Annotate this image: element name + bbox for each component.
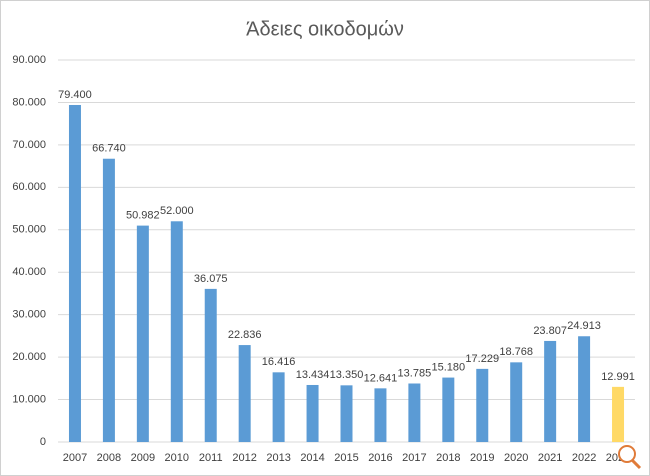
bar <box>204 288 217 442</box>
chart-title: Άδειες οικοδομών <box>246 18 404 40</box>
y-tick-label: 80.000 <box>12 96 46 108</box>
y-tick-label: 50.000 <box>12 224 46 236</box>
x-tick-label: 2016 <box>368 452 392 464</box>
value-label: 79.400 <box>58 89 92 101</box>
value-label: 16.416 <box>262 356 296 368</box>
value-label: 23.807 <box>533 325 567 337</box>
x-tick-label: 2009 <box>131 452 155 464</box>
value-label: 22.836 <box>228 329 262 341</box>
y-tick-label: 90.000 <box>12 54 46 66</box>
value-label: 52.000 <box>160 205 194 217</box>
y-tick-label: 40.000 <box>12 266 46 278</box>
value-label: 50.982 <box>126 210 160 222</box>
y-tick-label: 70.000 <box>12 139 46 151</box>
zoom-handle <box>630 458 642 470</box>
y-tick-label: 0 <box>40 436 46 448</box>
zoom-lens <box>618 445 636 463</box>
value-label: 15.180 <box>431 361 465 373</box>
bar <box>272 372 285 442</box>
value-label: 18.768 <box>499 346 533 358</box>
value-label: 13.350 <box>330 369 364 381</box>
zoom-icon[interactable] <box>618 445 642 470</box>
bar <box>408 383 421 442</box>
bar <box>102 158 115 443</box>
y-tick-label: 20.000 <box>12 351 46 363</box>
y-tick-label: 60.000 <box>12 181 46 193</box>
bar <box>510 362 523 442</box>
bar <box>136 225 149 442</box>
bar <box>340 385 353 442</box>
value-label: 36.075 <box>194 273 228 285</box>
y-tick-label: 10.000 <box>12 393 46 405</box>
bar <box>442 377 455 442</box>
x-tick-label: 2014 <box>300 452 324 464</box>
x-tick-label: 2008 <box>97 452 121 464</box>
bar <box>544 340 557 442</box>
value-label: 17.229 <box>465 353 499 365</box>
x-tick-label: 2018 <box>436 452 460 464</box>
x-tick-label: 2011 <box>199 452 223 464</box>
x-tick-label: 2010 <box>165 452 189 464</box>
value-label: 66.740 <box>92 143 126 155</box>
value-label: 12.641 <box>364 372 398 384</box>
bar <box>238 345 251 442</box>
x-tick-label: 2007 <box>63 452 87 464</box>
value-label: 12.991 <box>601 371 635 383</box>
value-label: 13.434 <box>296 369 330 381</box>
x-tick-label: 2012 <box>232 452 256 464</box>
value-label: 24.913 <box>567 320 601 332</box>
bar <box>306 384 319 442</box>
x-tick-label: 2013 <box>266 452 290 464</box>
value-label: 13.785 <box>398 367 432 379</box>
y-tick-label: 30.000 <box>12 309 46 321</box>
bar <box>476 368 489 442</box>
bar <box>612 386 625 442</box>
x-tick-label: 2021 <box>538 452 562 464</box>
x-tick-label: 2017 <box>402 452 426 464</box>
bar <box>578 336 591 442</box>
x-tick-label: 2019 <box>470 452 494 464</box>
bar <box>68 104 81 442</box>
x-tick-label: 2015 <box>334 452 358 464</box>
bar <box>170 221 183 442</box>
bar <box>374 388 387 442</box>
x-tick-label: 2022 <box>572 452 596 464</box>
x-tick-label: 2020 <box>504 452 528 464</box>
